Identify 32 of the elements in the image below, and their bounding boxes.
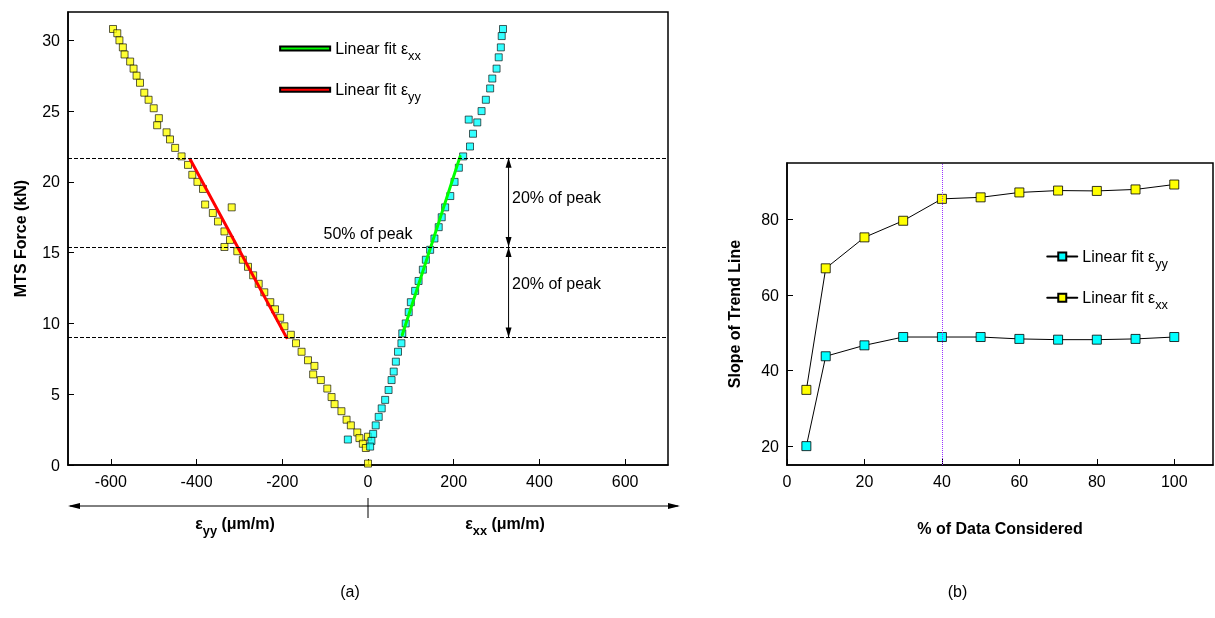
x-tick-label: -200: [266, 472, 299, 490]
y-tick-label: 0: [51, 456, 61, 474]
y-tick-label: 30: [42, 31, 61, 49]
y-tick-label: 20: [42, 173, 61, 191]
text: (a): [340, 582, 360, 600]
x-tick-label: 0: [363, 472, 373, 490]
x-axis-title: % of Data Considered: [917, 519, 1083, 537]
y-tick-label: 80: [761, 211, 780, 229]
x-tick-label: 80: [1087, 472, 1106, 490]
y-tick-label: 25: [42, 102, 61, 120]
y-axis-title: MTS Force (kN): [11, 179, 29, 298]
x-tick-label: 20: [855, 472, 874, 490]
text: (b): [947, 582, 968, 600]
annotation: 20% of peak: [512, 188, 602, 206]
y-tick-label: 10: [42, 314, 61, 332]
x-tick-label: 40: [933, 472, 951, 490]
x-tick-label: -600: [94, 472, 127, 490]
y-tick-label: 15: [42, 244, 61, 262]
y-tick-label: 60: [761, 286, 780, 304]
x-tick-label: 600: [611, 472, 639, 490]
y-tick-label: 5: [51, 385, 61, 403]
ref-line-label: 50% of peak: [323, 225, 414, 243]
y-tick-label: 40: [761, 362, 780, 380]
x-tick-label: 60: [1010, 472, 1029, 490]
y-tick-label: 20: [761, 437, 780, 455]
x-tick-label: 100: [1160, 472, 1188, 490]
y-axis-title: Slope of Trend Line: [725, 239, 743, 389]
x-tick-label: 400: [526, 472, 553, 490]
x-tick-label: 200: [440, 472, 468, 490]
x-tick-label: 0: [782, 472, 792, 490]
annotation: 20% of peak: [512, 274, 602, 292]
x-tick-label: -400: [180, 472, 213, 490]
